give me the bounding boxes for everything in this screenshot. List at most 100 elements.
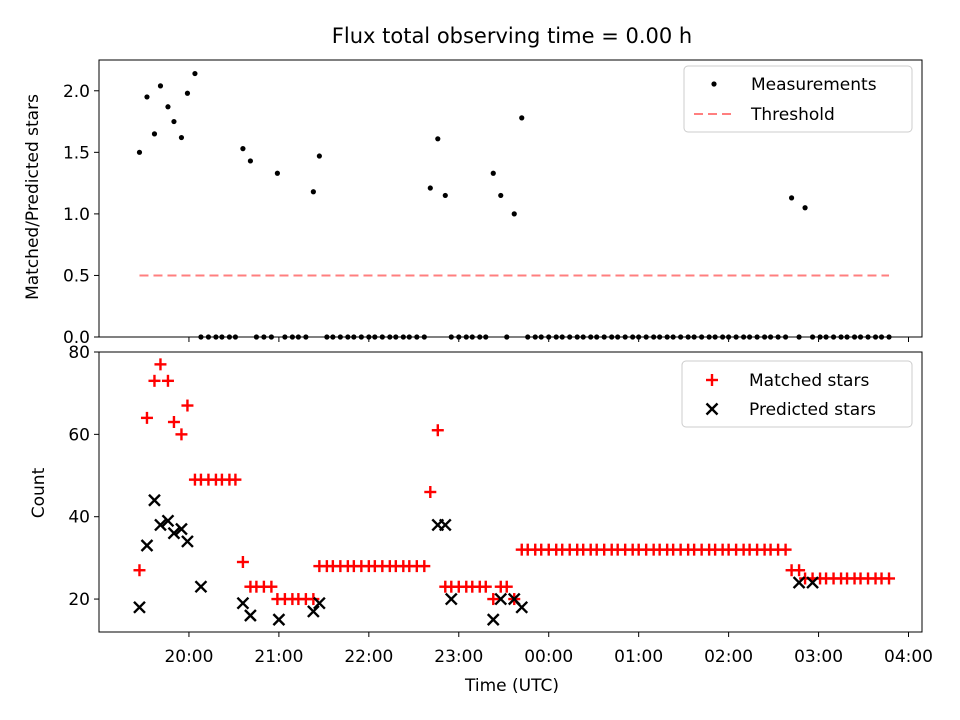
measurement-point — [435, 136, 441, 142]
x-marker-b — [792, 576, 806, 589]
x-tick-label: 00:00 — [524, 647, 573, 667]
x-marker-b — [486, 613, 500, 626]
measurement-point — [427, 185, 433, 191]
measurement-point — [178, 134, 185, 141]
legend-measurement-marker — [711, 81, 717, 87]
matched-star-point — [175, 428, 188, 441]
measurement-point — [310, 189, 316, 195]
matched-star-point — [148, 374, 161, 387]
measurement-point — [490, 170, 496, 176]
predicted-star-point — [194, 580, 208, 594]
measurement-point — [240, 146, 246, 152]
measurement-point — [316, 153, 322, 159]
predicted-star-point — [175, 522, 188, 536]
matched-star-point — [181, 399, 194, 412]
measurement-point — [788, 195, 795, 201]
top-y-tick-label: 1.0 — [63, 205, 90, 225]
top-legend-box — [683, 65, 913, 133]
x-marker-b — [148, 493, 161, 507]
matched-star-point — [500, 580, 513, 593]
measurement-point — [247, 158, 254, 164]
matched-star-point — [883, 572, 896, 585]
measurement-point — [802, 205, 808, 211]
predicted-star-point — [792, 576, 806, 589]
x-tick-label: 21:00 — [254, 647, 303, 667]
matched-star-point — [229, 473, 242, 486]
matched-star-point — [779, 543, 792, 556]
matched-star-point — [167, 416, 180, 428]
measurement-point — [519, 115, 525, 121]
x-marker-b — [438, 518, 452, 532]
x-axis-label: Time (UTC) — [464, 676, 559, 696]
matched-star-point — [793, 564, 806, 577]
predicted-star-point — [140, 539, 154, 552]
x-marker-b — [181, 535, 194, 548]
x-marker-b — [272, 613, 286, 626]
x-tick-label: 22:00 — [344, 647, 393, 667]
bottom-plot-frame — [98, 351, 923, 633]
x-tick-label: 02:00 — [704, 647, 753, 667]
matched-star-point — [140, 411, 153, 424]
bottom-legend-box — [681, 360, 913, 428]
matched-star-point — [307, 593, 320, 606]
bottom-y-tick-label: 80 — [68, 343, 90, 363]
x-marker-b — [161, 514, 175, 528]
matched-star-point — [265, 580, 278, 593]
legend-threshold-label: Threshold — [750, 105, 835, 125]
x-marker-b — [705, 402, 719, 416]
predicted-star-point — [161, 514, 175, 528]
top-y-tick-label: 2.0 — [63, 82, 90, 102]
predicted-star-point — [438, 518, 452, 532]
x-tick-label: 23:00 — [434, 647, 483, 667]
top-y-axis-label: Matched/Predicted stars — [23, 94, 43, 300]
predicted-star-point — [154, 518, 167, 532]
predicted-star-point — [167, 526, 181, 540]
x-marker-b — [167, 526, 181, 540]
predicted-star-point — [307, 605, 320, 618]
legend-predicted-label: Predicted stars — [749, 400, 876, 420]
x-marker-b — [154, 518, 167, 532]
matched-star-point — [236, 556, 249, 568]
top-y-tick-label: 0.0 — [63, 328, 90, 348]
matched-star-point — [418, 560, 431, 573]
x-tick-label: 01:00 — [614, 647, 663, 667]
measurement-point — [442, 192, 448, 199]
predicted-star-point — [486, 613, 500, 626]
measurement-point — [274, 170, 280, 176]
legend-measurements-label: Measurements — [751, 75, 877, 95]
legend-matched-label: Matched stars — [749, 371, 869, 391]
measurement-point — [498, 192, 504, 199]
legend-matched-marker — [706, 374, 718, 386]
measurement-point — [151, 131, 158, 137]
bottom-y-tick-label: 20 — [68, 590, 90, 610]
matched-star-point — [424, 486, 437, 498]
predicted-star-point — [244, 609, 257, 622]
measurement-point — [157, 83, 164, 89]
matched-star-point — [154, 358, 167, 371]
bottom-y-axis-label: Count — [29, 467, 49, 518]
predicted-star-point — [272, 613, 286, 626]
matched-star-point — [161, 374, 174, 387]
predicted-star-point — [806, 576, 819, 589]
top-legend: Measurements Threshold — [683, 65, 913, 133]
measurement-point — [136, 149, 143, 155]
x-marker-b — [175, 522, 188, 536]
x-marker-b — [140, 539, 154, 552]
predicted-star-point — [133, 600, 146, 614]
predicted-star-point — [181, 535, 194, 548]
measurement-point — [144, 94, 150, 100]
predicted-star-point — [148, 493, 161, 507]
x-tick-label: 03:00 — [794, 647, 843, 667]
bottom-y-tick-label: 60 — [68, 425, 90, 445]
bottom-legend: Matched stars Predicted stars — [681, 360, 913, 428]
x-marker-b — [494, 592, 508, 606]
predicted-star-point — [515, 600, 529, 614]
top-plot-frame — [98, 59, 923, 338]
top-y-tick-label: 0.5 — [63, 266, 90, 286]
predicted-star-point — [313, 596, 326, 610]
x-marker-b — [133, 600, 146, 614]
matched-star-point — [487, 593, 500, 606]
bottom-panel: 20 40 60 80 20:00 21:00 22:00 23:00 00:00 01:00 02… — [68, 343, 933, 667]
legend-predicted-marker — [705, 402, 719, 416]
